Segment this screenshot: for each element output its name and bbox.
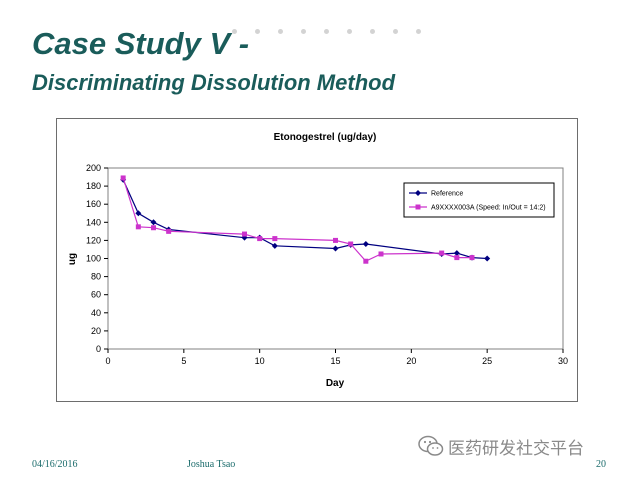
y-tick-label: 140: [86, 217, 101, 227]
x-tick-label: 0: [105, 356, 110, 366]
footer-page-number: 20: [596, 459, 606, 470]
data-point: [120, 175, 126, 181]
legend-marker: [415, 190, 421, 196]
decorative-dot: [416, 29, 421, 34]
data-point: [333, 237, 338, 243]
data-point: [469, 255, 475, 261]
y-tick-label: 0: [96, 344, 101, 354]
y-tick-label: 180: [86, 181, 101, 191]
data-point: [454, 255, 460, 261]
decorative-dot: [324, 29, 329, 34]
series-layer: [120, 175, 491, 264]
x-tick-label: 25: [482, 356, 492, 366]
data-point: [272, 236, 278, 242]
chart-svg: Etonogestrel (ug/day) 020406080100120140…: [67, 132, 568, 389]
watermark: 医药研发社交平台: [418, 432, 584, 460]
data-point: [332, 245, 339, 252]
y-tick-label: 60: [91, 290, 101, 300]
data-point: [151, 225, 156, 231]
legend-marker: [415, 204, 421, 210]
slide-subtitle: Discriminating Dissolution Method: [32, 70, 396, 95]
data-point: [439, 250, 445, 256]
decorative-dot: [232, 29, 237, 34]
slide-title: Case Study V -: [32, 26, 250, 61]
chart-title: Etonogestrel (ug/day): [274, 132, 377, 143]
series-2: [120, 175, 475, 264]
y-tick-label: 20: [91, 326, 101, 336]
decorative-dot: [393, 29, 398, 34]
y-tick-label: 80: [91, 272, 101, 282]
data-point: [257, 236, 263, 242]
data-point: [484, 255, 491, 262]
decorative-dot: [301, 29, 306, 34]
chart-container: Etonogestrel (ug/day) 0 20 40 60 80 100 120 140…: [56, 118, 578, 402]
decorative-dot: [255, 29, 260, 34]
data-point: [150, 219, 157, 226]
data-point: [363, 258, 369, 264]
y-tick-label: 40: [91, 308, 101, 318]
decorative-dot: [370, 29, 375, 34]
legend-label: Reference: [431, 191, 463, 198]
data-point: [135, 224, 141, 230]
watermark-text: 医药研发社交平台: [448, 438, 584, 459]
decorative-dots: [232, 29, 432, 37]
y-tick-label: 200: [86, 163, 101, 173]
x-axis-title: Day: [326, 378, 345, 389]
y-axis-title: ug: [67, 253, 78, 265]
series-line: [122, 177, 472, 262]
y-tick-label: 160: [86, 199, 101, 209]
footer-date: 04/16/2016: [32, 459, 78, 470]
legend-label: A9XXXX003A (Speed: In/Out = 14:2): [431, 205, 546, 212]
legend-box: [403, 182, 555, 218]
data-point: [135, 210, 142, 217]
axes: 0 20 40 60 80 100 120 140 160 180 200 0 5 10 15 20 25 30: [86, 163, 568, 366]
x-tick-label: 20: [406, 356, 416, 366]
legend: Reference A9XXXX003A (Speed: In/Out = 14:…: [403, 182, 555, 218]
y-tick-label: 100: [86, 254, 101, 264]
x-tick-label: 30: [558, 356, 568, 366]
x-tick-label: 10: [255, 356, 265, 366]
y-tick-label: 120: [86, 235, 101, 245]
data-point: [362, 241, 369, 248]
data-point: [271, 242, 278, 249]
data-point: [378, 251, 384, 257]
data-point: [166, 228, 172, 234]
x-tick-label: 15: [330, 356, 340, 366]
decorative-dot: [278, 29, 283, 34]
data-point: [242, 231, 247, 237]
data-point: [453, 250, 460, 257]
footer-author: Joshua Tsao: [187, 459, 236, 470]
data-point: [348, 241, 354, 247]
x-tick-label: 5: [181, 356, 186, 366]
decorative-dot: [347, 29, 352, 34]
wechat-icon: [418, 435, 444, 456]
